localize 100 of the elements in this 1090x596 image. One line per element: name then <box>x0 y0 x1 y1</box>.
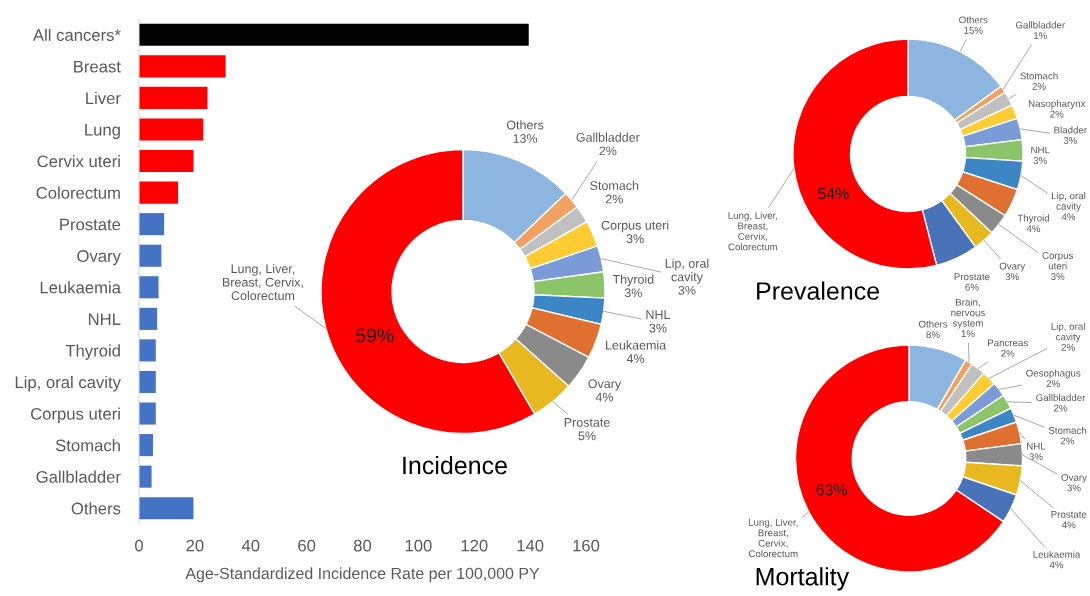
slice-label: Gallbladder <box>576 132 640 142</box>
data-label: 3% <box>626 234 644 244</box>
y-tick-label: Others <box>71 502 121 515</box>
x-axis-title: Age-Standardized Incidence Rate per 100,000 PY <box>185 567 540 583</box>
data-label: 2% <box>1054 404 1068 412</box>
y-tick-label: Cervix uteri <box>37 154 120 168</box>
y-tick-label: Breast <box>74 60 121 73</box>
bar <box>139 402 156 425</box>
data-label: 4% <box>1061 213 1076 221</box>
data-label: 3% <box>1067 484 1081 492</box>
slice-label: Ovary <box>588 379 622 391</box>
bar <box>139 339 156 362</box>
y-tick-label: Prostate <box>60 218 121 231</box>
y-tick-label: Lip, oral cavity <box>15 375 121 392</box>
data-label: 59% <box>356 328 394 343</box>
data-label: 3% <box>1051 273 1065 280</box>
data-label: 13% <box>513 134 538 143</box>
x-tick-label: 100 <box>405 539 432 552</box>
y-tick-label: NHL <box>88 313 121 325</box>
data-label: 1% <box>961 330 975 338</box>
y-tick-label: Gallbladder <box>36 470 121 483</box>
data-label: 1% <box>1033 32 1047 39</box>
slice-label: Nasopharynx <box>1028 99 1086 109</box>
slice-label: Pancreas <box>987 339 1028 347</box>
data-label: 4% <box>626 354 645 363</box>
bar <box>139 181 179 204</box>
data-label: 3% <box>1029 453 1043 461</box>
y-tick-label: Corpus uteri <box>31 407 120 424</box>
slice-label: Lung, Liver, Breast, Cervix, Colorectum <box>748 518 798 558</box>
text: Mortality <box>756 567 850 591</box>
y-tick-label: Thyroid <box>65 344 120 360</box>
bar <box>139 307 158 330</box>
data-label: 4% <box>1049 561 1064 569</box>
slice-label: Gallbladder <box>1036 393 1086 402</box>
bar <box>139 149 194 173</box>
text: Incidence <box>403 455 507 475</box>
data-label: 2% <box>599 146 617 156</box>
data-label: 63% <box>816 484 848 496</box>
data-label: 4% <box>1026 225 1041 232</box>
bar <box>139 213 165 236</box>
bar <box>139 370 156 394</box>
data-label: 3% <box>1063 137 1077 144</box>
slice-label: Prostate <box>1051 511 1087 518</box>
slice-label: NHL <box>646 310 671 319</box>
bar <box>139 434 153 457</box>
slice-label: Oesophagus <box>1026 369 1081 379</box>
slice-label: Brain, nervous system <box>951 298 985 329</box>
data-label: 3% <box>624 288 642 298</box>
y-tick-label: Lung <box>85 124 120 139</box>
slice-label: NHL <box>1027 442 1046 450</box>
slice-label: Lung, Liver, Breast, Cervix, Colorectum <box>222 263 303 301</box>
bar <box>139 276 159 299</box>
data-label: 2% <box>1001 349 1015 357</box>
slice-label: Corpus uteri <box>601 220 669 233</box>
data-label: 2% <box>1046 380 1060 388</box>
slice-label: Stomach <box>1020 72 1058 80</box>
data-label: 4% <box>1061 521 1076 529</box>
slice-label: Lip, oral cavity <box>1052 192 1086 212</box>
data-label: 3% <box>678 285 696 295</box>
slice-label: Others <box>918 320 948 328</box>
slice-label: Stomach <box>1048 426 1087 434</box>
slice-label: Lung, Liver, Breast, Cervix, Colorectum <box>728 211 778 251</box>
slice-label: Corpus uteri <box>1042 252 1074 270</box>
slice-label: Leukaemia <box>606 340 667 350</box>
slice-label: Thyroid <box>612 274 654 287</box>
bar <box>139 55 226 78</box>
slice-label: Ovary <box>999 262 1026 272</box>
x-tick-label: 80 <box>353 539 372 552</box>
y-tick-label: Stomach <box>55 439 120 452</box>
text: Prevalence <box>757 281 880 300</box>
x-tick-label: 60 <box>298 539 316 552</box>
data-label: 5% <box>578 431 596 441</box>
slice-label: Prostate <box>954 273 990 281</box>
y-tick-label: Ovary <box>77 250 121 266</box>
x-tick-label: 140 <box>517 539 544 552</box>
y-tick-label: Colorectum <box>36 186 120 199</box>
data-label: 6% <box>965 283 979 291</box>
bar <box>139 465 152 488</box>
data-label: 3% <box>1005 273 1019 281</box>
data-label: 8% <box>926 331 940 339</box>
slice-label: Gallbladder <box>1015 21 1065 29</box>
slice-label: Ovary <box>1061 474 1087 483</box>
x-tick-label: 160 <box>573 539 600 552</box>
x-tick-label: 120 <box>461 539 488 552</box>
bar <box>139 118 204 141</box>
data-label: 3% <box>1033 157 1047 164</box>
slice-label: Bladder <box>1054 126 1087 134</box>
bar <box>139 244 162 267</box>
slice-label: Stomach <box>590 180 639 190</box>
data-label: 3% <box>649 323 667 333</box>
x-tick-label: 20 <box>186 539 204 552</box>
data-label: 4% <box>595 392 614 402</box>
data-label: 15% <box>964 26 983 34</box>
slice-label: Leukaemia <box>1033 550 1081 558</box>
slice-label: Others <box>506 120 544 130</box>
bar <box>139 23 529 46</box>
slice-label: NHL <box>1031 146 1050 154</box>
data-label: 2% <box>1050 110 1064 118</box>
data-label: 2% <box>1060 437 1075 445</box>
data-label: 2% <box>1061 343 1075 351</box>
